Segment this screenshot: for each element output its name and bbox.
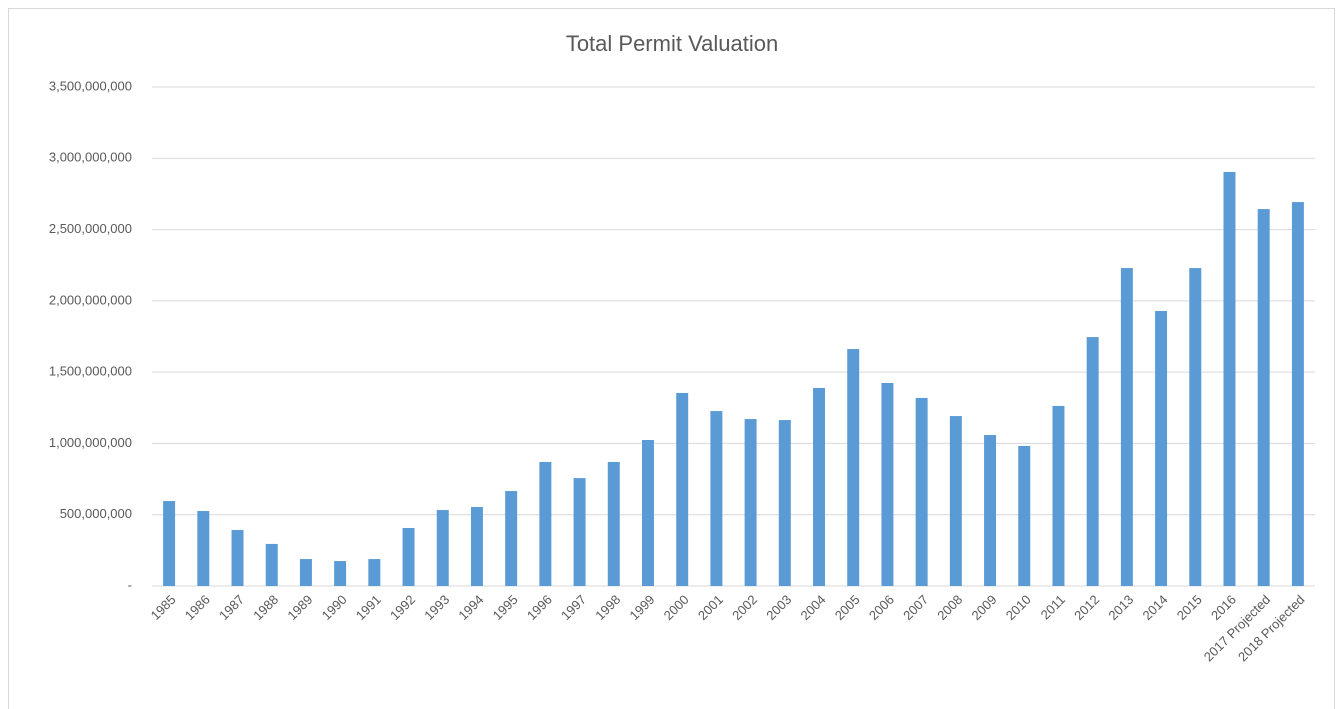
bar bbox=[984, 435, 997, 586]
bar bbox=[573, 478, 586, 586]
bar bbox=[1086, 337, 1099, 586]
bar bbox=[607, 461, 620, 586]
bar bbox=[813, 387, 826, 586]
bar bbox=[778, 420, 791, 586]
chart-title: Total Permit Valuation bbox=[566, 31, 778, 56]
y-tick-label: 2,500,000,000 bbox=[49, 221, 132, 236]
bar bbox=[163, 501, 176, 586]
bar bbox=[402, 527, 415, 586]
y-tick-label: - bbox=[128, 577, 132, 592]
bar bbox=[436, 510, 449, 586]
bar bbox=[881, 382, 894, 586]
bar bbox=[1291, 202, 1304, 586]
bar bbox=[1120, 268, 1133, 586]
bar bbox=[231, 529, 244, 586]
bar bbox=[710, 411, 723, 586]
bar bbox=[1052, 405, 1065, 586]
y-tick-label: 3,500,000,000 bbox=[49, 78, 132, 93]
bar bbox=[847, 349, 860, 586]
y-tick-label: 3,000,000,000 bbox=[49, 150, 132, 165]
bar bbox=[641, 440, 654, 586]
bar bbox=[1155, 310, 1168, 586]
y-tick-label: 1,000,000,000 bbox=[49, 435, 132, 450]
bar bbox=[334, 561, 347, 586]
bar bbox=[1223, 171, 1236, 586]
bar bbox=[1018, 445, 1031, 586]
bar bbox=[368, 559, 381, 586]
bar bbox=[1189, 268, 1202, 586]
chart-border bbox=[8, 8, 1335, 709]
bar bbox=[539, 461, 552, 586]
y-tick-label: 1,500,000,000 bbox=[49, 364, 132, 379]
y-tick-label: 500,000,000 bbox=[60, 506, 132, 521]
y-tick-label: 2,000,000,000 bbox=[49, 292, 132, 307]
bar bbox=[470, 507, 483, 586]
bar bbox=[744, 419, 757, 586]
bar bbox=[915, 397, 928, 586]
bar bbox=[676, 392, 689, 586]
bar bbox=[949, 416, 962, 586]
bar bbox=[197, 511, 210, 586]
bar bbox=[505, 491, 518, 586]
bar bbox=[299, 559, 312, 586]
bar bbox=[265, 543, 278, 586]
bar bbox=[1257, 209, 1270, 586]
